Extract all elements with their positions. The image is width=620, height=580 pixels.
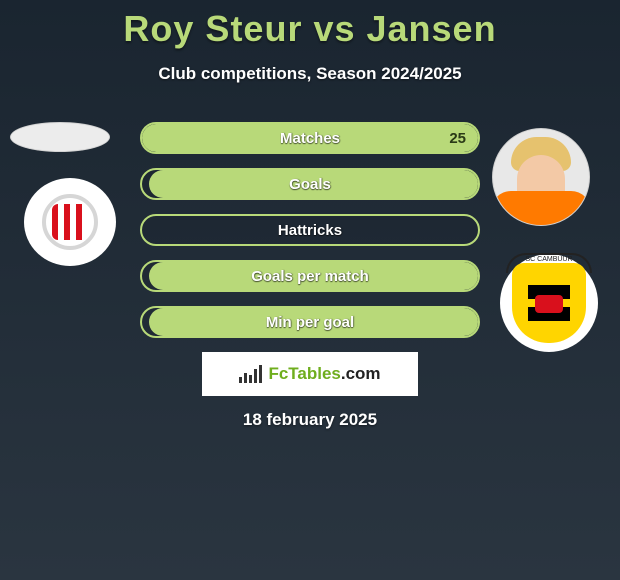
club-right-badge: SC CAMBUUR: [500, 254, 598, 352]
stat-label: Goals: [289, 176, 331, 193]
stat-row-hattricks: Hattricks: [140, 214, 480, 246]
subtitle: Club competitions, Season 2024/2025: [0, 64, 620, 84]
brand-suffix: .com: [341, 364, 381, 383]
stat-row-goals: Goals: [140, 168, 480, 200]
date-text: 18 february 2025: [0, 410, 620, 430]
stat-label: Goals per match: [251, 268, 369, 285]
psv-shield-icon: [42, 194, 98, 250]
player-right-avatar: [492, 128, 590, 226]
stat-label: Hattricks: [278, 222, 342, 239]
page-title: Roy Steur vs Jansen: [0, 0, 620, 50]
bar-chart-icon: [239, 365, 262, 383]
stat-label: Min per goal: [266, 314, 354, 331]
player-left-avatar: [10, 122, 110, 152]
brand-name: FcTables: [268, 364, 340, 383]
stat-row-mpg: Min per goal: [140, 306, 480, 338]
brand-text: FcTables.com: [268, 364, 380, 384]
stats-panel: Matches 25 Goals Hattricks Goals per mat…: [140, 122, 480, 352]
cambuur-shield-icon: SC CAMBUUR: [512, 263, 586, 343]
stat-row-matches: Matches 25: [140, 122, 480, 154]
stat-value-right: 25: [449, 130, 466, 147]
brand-box: FcTables.com: [202, 352, 418, 396]
stat-row-gpm: Goals per match: [140, 260, 480, 292]
stat-label: Matches: [280, 130, 340, 147]
club-left-badge: [24, 178, 116, 266]
club-right-text: SC CAMBUUR: [506, 253, 592, 273]
